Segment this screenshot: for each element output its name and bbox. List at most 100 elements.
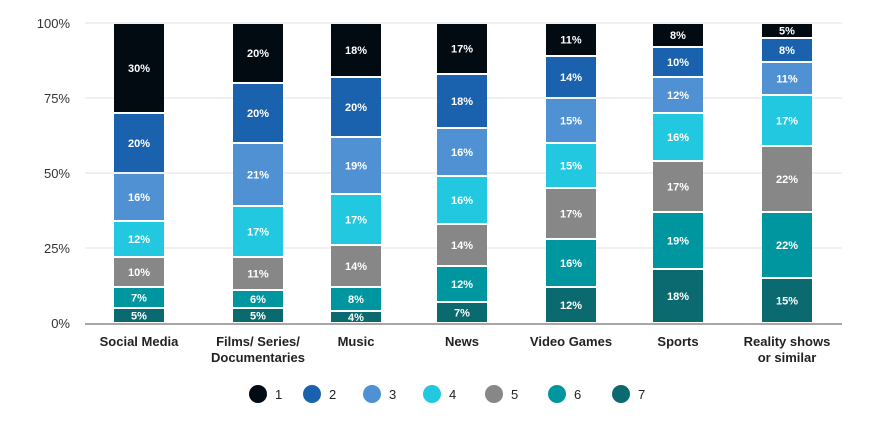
x-tick-label: or similar — [758, 350, 817, 365]
bar-segment — [546, 288, 596, 322]
bar-segment — [331, 288, 381, 310]
data-label: 12% — [128, 234, 150, 246]
bar-segment — [437, 129, 487, 175]
legend-label: 4 — [449, 387, 456, 402]
legend-label: 5 — [511, 387, 518, 402]
y-tick-label: 25% — [44, 241, 70, 256]
bar-segment — [233, 144, 283, 205]
bar-segment — [437, 303, 487, 322]
data-label: 8% — [348, 294, 364, 306]
bar-segment — [331, 195, 381, 244]
bar-segment — [114, 258, 164, 286]
data-label: 18% — [451, 96, 473, 108]
data-label: 18% — [667, 291, 689, 303]
bar-segment — [114, 288, 164, 307]
bar-segment — [546, 24, 596, 55]
bar-segment — [233, 84, 283, 142]
bar-segment — [114, 309, 164, 322]
data-label: 5% — [131, 311, 147, 323]
bar-segment — [653, 48, 703, 76]
data-label: 10% — [667, 57, 689, 69]
bar-segment — [114, 174, 164, 220]
bar-segment — [233, 291, 283, 307]
legend-swatch — [303, 385, 321, 403]
x-tick-label: Reality shows — [744, 334, 831, 349]
legend-swatch — [363, 385, 381, 403]
legend-swatch — [423, 385, 441, 403]
x-tick-label: Sports — [657, 334, 698, 349]
bar-segment — [653, 114, 703, 160]
data-label: 8% — [670, 30, 686, 42]
x-tick-label: Documentaries — [211, 350, 305, 365]
bar-segment — [546, 144, 596, 187]
data-label: 7% — [131, 293, 147, 305]
bar-segment — [437, 225, 487, 265]
legend-swatch — [249, 385, 267, 403]
data-label: 10% — [128, 267, 150, 279]
data-label: 5% — [250, 311, 266, 323]
data-label: 15% — [560, 161, 582, 173]
legend-swatch — [612, 385, 630, 403]
bar-segment — [233, 258, 283, 289]
bar-segment — [762, 147, 812, 211]
x-tick-label: Video Games — [530, 334, 612, 349]
y-tick-label: 100% — [37, 16, 71, 31]
data-label: 14% — [451, 240, 473, 252]
data-label: 19% — [345, 161, 367, 173]
bar-segment — [762, 213, 812, 277]
bar-segment — [114, 222, 164, 256]
data-label: 22% — [776, 240, 798, 252]
data-label: 30% — [128, 63, 150, 75]
data-label: 12% — [451, 279, 473, 291]
data-label: 7% — [454, 308, 470, 320]
bar-segment — [437, 24, 487, 73]
data-label: 5% — [779, 26, 795, 38]
bar-segment — [546, 240, 596, 286]
data-label: 8% — [779, 45, 795, 57]
data-label: 4% — [348, 312, 364, 324]
x-tick-label: Music — [338, 334, 375, 349]
data-label: 18% — [345, 45, 367, 57]
data-label: 17% — [560, 209, 582, 221]
data-label: 21% — [247, 170, 269, 182]
bar-segment — [762, 24, 812, 37]
data-label: 11% — [560, 35, 582, 47]
bar-segment — [331, 246, 381, 286]
data-label: 17% — [667, 182, 689, 194]
bar-segment — [653, 78, 703, 112]
data-label: 16% — [128, 192, 150, 204]
bar-segment — [437, 177, 487, 223]
data-label: 12% — [667, 90, 689, 102]
bar-segment — [331, 24, 381, 76]
bar-segment — [762, 39, 812, 61]
data-label: 17% — [345, 215, 367, 227]
data-label: 19% — [667, 236, 689, 248]
data-label: 17% — [247, 227, 269, 239]
data-label: 17% — [451, 44, 473, 56]
data-label: 20% — [247, 108, 269, 120]
data-label: 17% — [776, 116, 798, 128]
bar-segment — [437, 267, 487, 301]
data-label: 11% — [247, 269, 269, 281]
bar-segment — [762, 63, 812, 94]
bar-segment — [331, 138, 381, 193]
bar-segment — [331, 312, 381, 322]
bar-segment — [653, 24, 703, 46]
legend-label: 3 — [389, 387, 396, 402]
bar-segment — [233, 207, 283, 256]
x-tick-label: Social Media — [100, 334, 180, 349]
bar-segment — [233, 309, 283, 322]
legend-label: 7 — [638, 387, 645, 402]
bar-segment — [331, 78, 381, 136]
data-label: 16% — [560, 258, 582, 270]
legend-swatch — [548, 385, 566, 403]
legend-label: 6 — [574, 387, 581, 402]
data-label: 16% — [451, 195, 473, 207]
data-label: 20% — [128, 138, 150, 150]
x-tick-label: Films/ Series/ — [216, 334, 300, 349]
data-label: 20% — [345, 102, 367, 114]
bar-segment — [653, 270, 703, 322]
bar-segment — [762, 96, 812, 145]
data-label: 16% — [667, 132, 689, 144]
